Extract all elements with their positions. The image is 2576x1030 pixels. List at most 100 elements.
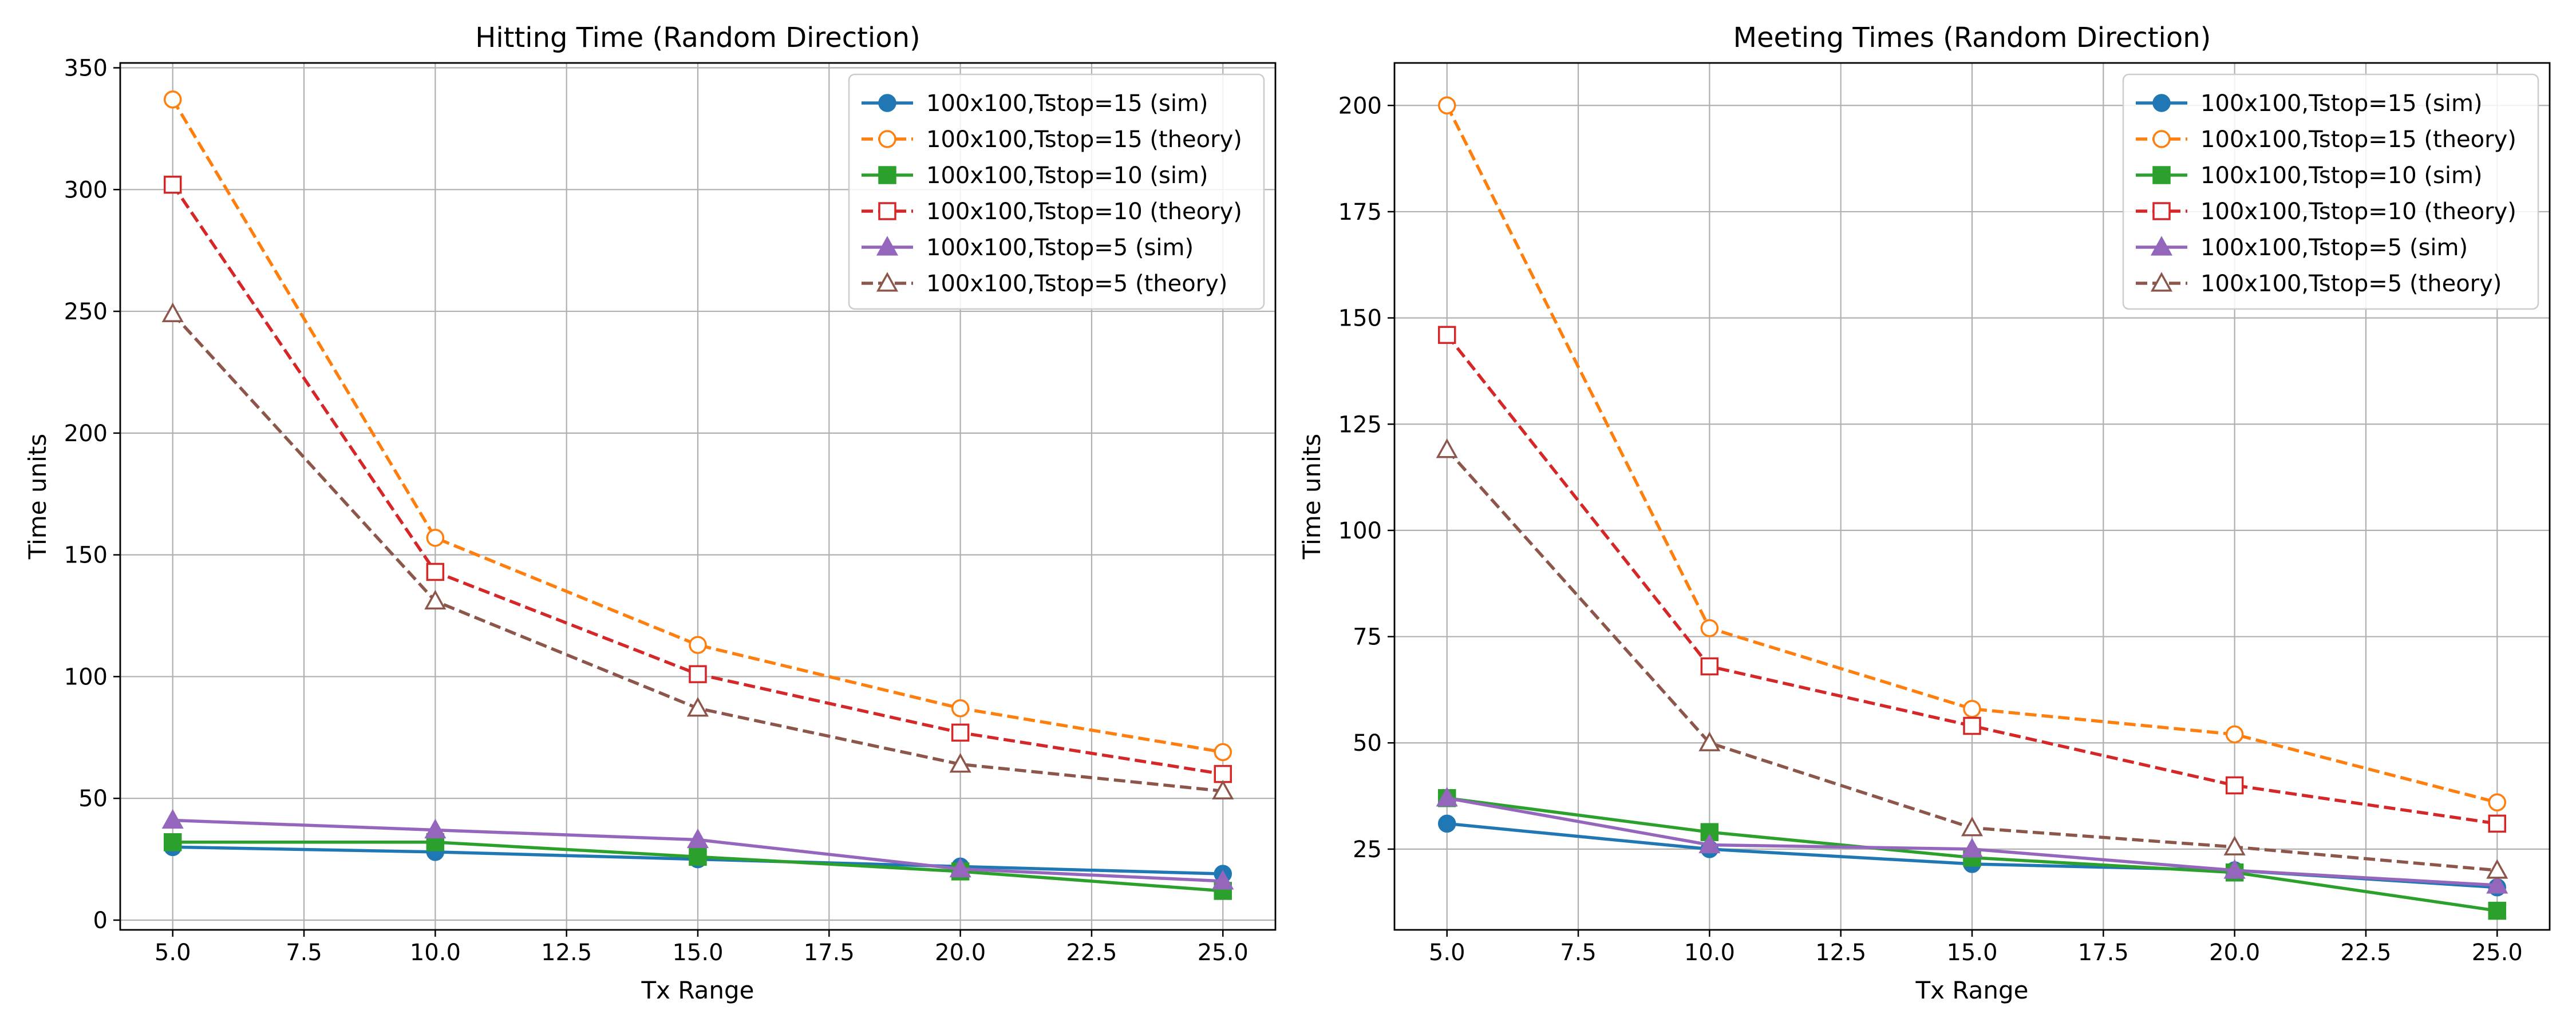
chart-title: Hitting Time (Random Direction) bbox=[475, 22, 920, 54]
legend-marker bbox=[876, 272, 899, 292]
y-axis-label: Time units bbox=[1298, 434, 1326, 560]
legend-entry: 100x100,Tstop=5 (sim) bbox=[862, 235, 1194, 261]
data-point bbox=[1214, 764, 1232, 783]
plot-area bbox=[161, 90, 1234, 900]
legend: 100x100,Tstop=15 (sim) 100x100,Tstop=15 (… bbox=[848, 73, 1265, 310]
data-point bbox=[163, 90, 182, 109]
data-point bbox=[161, 302, 184, 322]
x-tick-label: 10.0 bbox=[410, 940, 461, 966]
legend-entry: 100x100,Tstop=5 (theory) bbox=[862, 271, 1227, 297]
data-point bbox=[689, 636, 707, 654]
data-point bbox=[689, 847, 707, 866]
chart-2: 5.0 7.5 10.0 12.5 15.0 17.5 20.0 22.5 25.0 Tx Ran… bbox=[1298, 22, 2551, 1004]
legend-label: 100x100,Tstop=10 (sim) bbox=[926, 163, 1208, 189]
data-point bbox=[686, 697, 709, 717]
data-point bbox=[1437, 814, 1456, 833]
legend-box bbox=[848, 73, 1265, 310]
legend-label: 100x100,Tstop=10 (theory) bbox=[2200, 199, 2516, 225]
legend-box bbox=[2122, 73, 2539, 310]
y-tick-label: 350 bbox=[64, 56, 108, 82]
series-line bbox=[171, 98, 1223, 754]
y-tick-label: 100 bbox=[64, 664, 108, 690]
data-point bbox=[1437, 96, 1456, 115]
series-2 bbox=[1437, 96, 2507, 811]
data-point bbox=[1700, 657, 1719, 676]
data-point bbox=[1214, 743, 1232, 762]
series-4 bbox=[1437, 326, 2507, 833]
data-point bbox=[951, 699, 970, 718]
legend-label: 100x100,Tstop=10 (sim) bbox=[2200, 163, 2483, 189]
series-2 bbox=[163, 90, 1232, 762]
series-line bbox=[1445, 334, 2498, 826]
series-6 bbox=[161, 302, 1234, 800]
data-point bbox=[1212, 779, 1234, 800]
x-axis-label: Tx Range bbox=[641, 976, 754, 1004]
x-tick-label: 25.0 bbox=[1198, 940, 1249, 966]
legend-marker bbox=[2152, 166, 2171, 184]
series-5 bbox=[161, 809, 1234, 890]
legend-entry: 100x100,Tstop=15 (sim) bbox=[862, 90, 1208, 117]
y-tick-label: 150 bbox=[1338, 306, 1382, 332]
data-point bbox=[949, 752, 971, 773]
data-point bbox=[2486, 859, 2508, 879]
legend-label: 100x100,Tstop=15 (sim) bbox=[2200, 90, 2483, 117]
data-point bbox=[1698, 731, 1721, 751]
x-tick-label: 22.5 bbox=[1066, 940, 1117, 966]
legend-marker bbox=[2152, 130, 2171, 148]
data-point bbox=[1698, 833, 1721, 854]
legend-entry: 100x100,Tstop=10 (theory) bbox=[2136, 199, 2516, 225]
legend-marker bbox=[878, 130, 896, 148]
series-6 bbox=[1436, 438, 2508, 879]
y-tick-label: 25 bbox=[1353, 837, 1382, 863]
y-tick-label: 50 bbox=[1353, 730, 1382, 756]
y-tick-label: 50 bbox=[78, 786, 108, 812]
plot-area bbox=[1436, 96, 2508, 920]
legend-label: 100x100,Tstop=5 (sim) bbox=[2200, 235, 2468, 261]
x-tick-label: 12.5 bbox=[541, 940, 592, 966]
data-point bbox=[1436, 438, 1458, 458]
legend-entry: 100x100,Tstop=15 (sim) bbox=[2136, 90, 2483, 117]
x-tick-label: 15.0 bbox=[1946, 940, 1997, 966]
series-line bbox=[1445, 105, 2498, 804]
data-point bbox=[2223, 859, 2246, 879]
data-point bbox=[424, 589, 447, 610]
grid bbox=[120, 63, 1275, 930]
x-tick-label: 17.5 bbox=[804, 940, 855, 966]
data-point bbox=[1961, 838, 1984, 858]
data-point bbox=[2488, 793, 2507, 811]
y-tick-label: 100 bbox=[1338, 518, 1382, 544]
x-tick-label: 5.0 bbox=[155, 940, 191, 966]
data-point bbox=[2225, 776, 2244, 795]
data-point bbox=[2223, 835, 2246, 855]
legend-entry: 100x100,Tstop=5 (sim) bbox=[2136, 235, 2468, 261]
y-tick-label: 75 bbox=[1353, 624, 1382, 651]
legend-entry: 100x100,Tstop=15 (theory) bbox=[2136, 126, 2516, 153]
legend-entry: 100x100,Tstop=10 (sim) bbox=[862, 163, 1208, 189]
y-tick-label: 150 bbox=[64, 542, 108, 569]
data-point bbox=[2486, 874, 2508, 894]
legend-marker bbox=[2152, 94, 2171, 112]
x-tick-label: 5.0 bbox=[1429, 940, 1465, 966]
legend-label: 100x100,Tstop=15 (sim) bbox=[926, 90, 1208, 117]
data-point bbox=[2225, 725, 2244, 744]
legend-label: 100x100,Tstop=15 (theory) bbox=[2200, 126, 2516, 153]
legend-marker bbox=[878, 166, 896, 184]
y-tick-label: 0 bbox=[93, 908, 108, 934]
legend-entry: 100x100,Tstop=15 (theory) bbox=[862, 126, 1242, 153]
data-point bbox=[1963, 700, 1981, 718]
y-tick-label: 300 bbox=[64, 177, 108, 203]
data-point bbox=[1437, 326, 1456, 344]
data-point bbox=[951, 723, 970, 742]
legend-label: 100x100,Tstop=5 (sim) bbox=[926, 235, 1194, 261]
legend-label: 100x100,Tstop=10 (theory) bbox=[926, 199, 1242, 225]
y-tick-label: 125 bbox=[1338, 411, 1382, 438]
data-point bbox=[1963, 716, 1981, 735]
data-point bbox=[424, 818, 447, 839]
x-axis: 5.0 7.5 10.0 12.5 15.0 17.5 20.0 22.5 25.0 bbox=[155, 930, 1249, 966]
series-5 bbox=[1436, 787, 2508, 894]
y-axis: 25 50 75 100 125 150 175 200 bbox=[1338, 93, 1394, 863]
data-point bbox=[1212, 870, 1234, 890]
y-tick-label: 200 bbox=[1338, 93, 1382, 119]
data-point bbox=[426, 562, 445, 581]
